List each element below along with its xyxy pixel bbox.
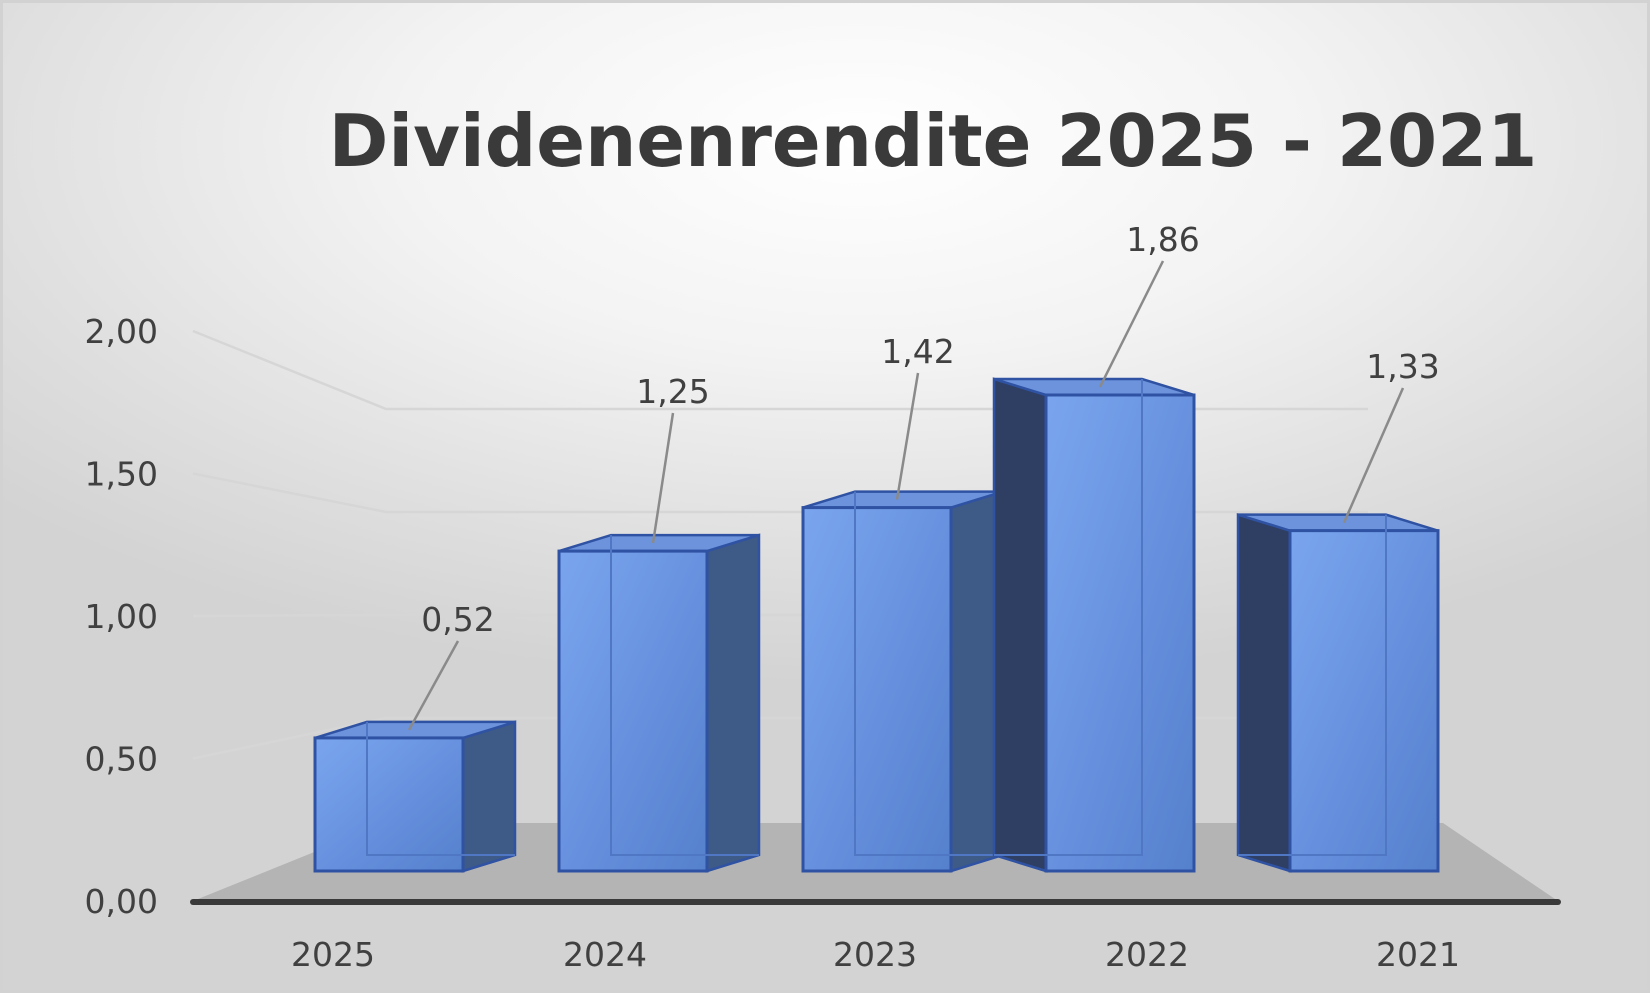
data-label: 0,52: [421, 600, 494, 639]
bar-chart: Dividenenrendite 2025 - 2021 0,00 0,50 1,0…: [85, 99, 1561, 974]
x-category-label: 2023: [833, 935, 917, 974]
bar-inner-edge: [1238, 514, 1387, 856]
x-category-label: 2024: [563, 935, 647, 974]
y-tick-label: 1,50: [85, 455, 158, 494]
bar-side-face: [705, 533, 761, 873]
x-category-label: 2025: [291, 935, 375, 974]
data-label-leader: [651, 412, 675, 544]
y-tick-label: 0,50: [85, 740, 158, 779]
data-label: 1,42: [881, 332, 954, 371]
bar-front-face: [313, 736, 465, 873]
data-label-leader: [1098, 260, 1165, 388]
data-label: 1,86: [1126, 220, 1199, 259]
data-label-leader: [1342, 387, 1405, 524]
axes: 0,00 0,50 1,00 1,50 2,00 2025 2024 2023 2022 2021: [85, 312, 1561, 974]
bar: [992, 377, 1196, 873]
y-tick-label: 1,00: [85, 597, 158, 636]
bar-front-face: [557, 549, 709, 873]
data-labels: 0,52 1,25 1,42 1,86 1,33: [407, 220, 1440, 731]
bar: [1236, 512, 1440, 873]
bar-side-face: [461, 720, 517, 873]
x-category-label: 2022: [1105, 935, 1189, 974]
bar-inner-edge: [854, 491, 1003, 856]
bar: [557, 533, 761, 873]
chart-title: Dividenenrendite 2025 - 2021: [329, 99, 1538, 183]
bar-front-face: [1044, 393, 1196, 873]
bar: [801, 489, 1005, 873]
x-category-label: 2021: [1376, 935, 1460, 974]
y-tick-label: 2,00: [85, 312, 158, 351]
y-tick-label: 0,00: [85, 882, 158, 921]
data-label: 1,25: [636, 372, 709, 411]
bar-inner-edge: [366, 721, 515, 856]
data-label-leader: [895, 372, 920, 500]
bar-inner-edge: [610, 535, 759, 856]
data-label: 1,33: [1366, 347, 1439, 386]
bars: [313, 377, 1440, 873]
bar-front-face: [801, 506, 953, 873]
bar-front-face: [1288, 529, 1440, 873]
bar: [313, 720, 517, 873]
bar-side-face: [1236, 512, 1292, 873]
bar-side-face: [992, 377, 1048, 873]
data-label-leader: [407, 640, 460, 731]
bar-inner-edge: [994, 379, 1143, 856]
